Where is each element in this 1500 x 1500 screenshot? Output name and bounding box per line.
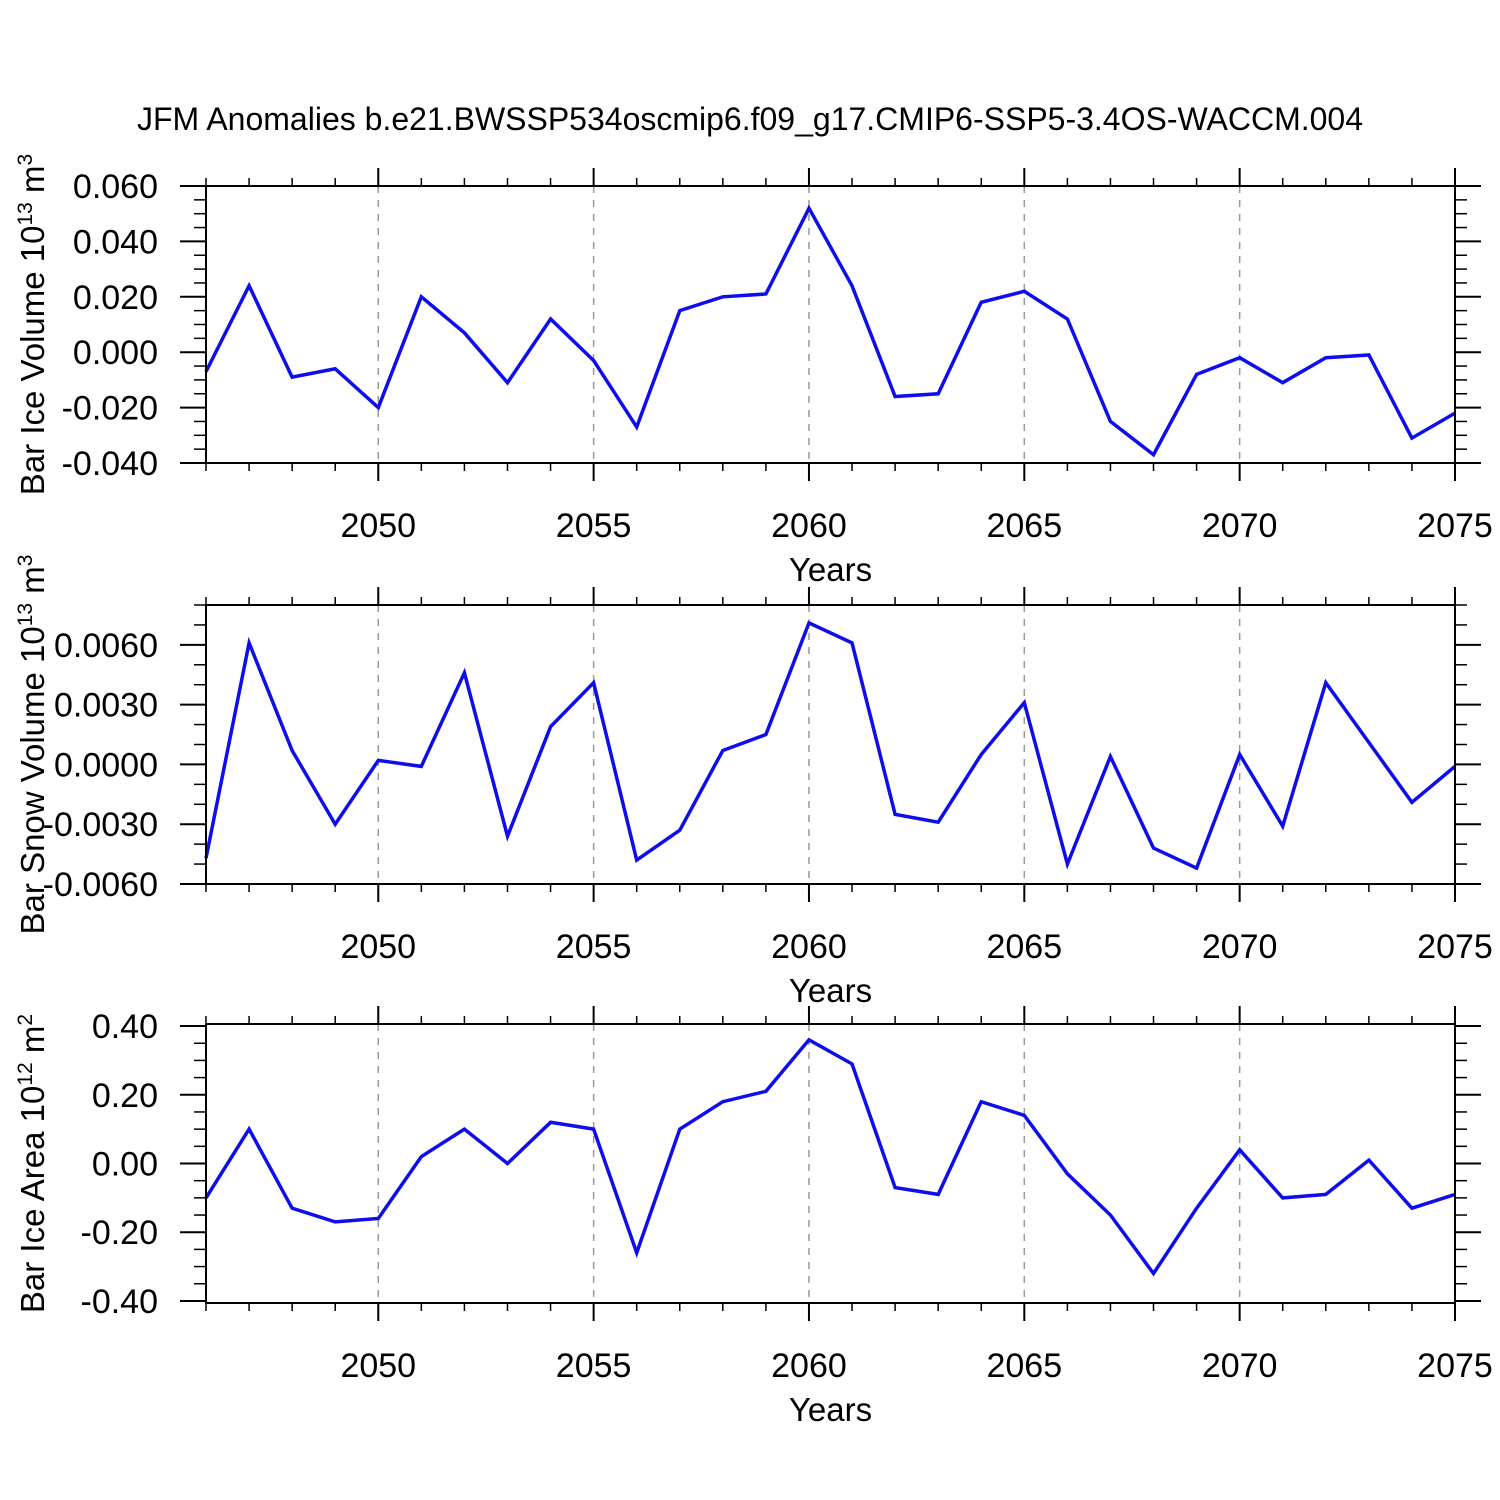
y-tick-label: 0.20 [92, 1077, 158, 1115]
y-tick-label: 0.000 [73, 334, 158, 372]
x-tick-label: 2065 [986, 1347, 1062, 1385]
y-axis-label-bar-ice-volume: Bar Ice Volume 1013 m3 [14, 154, 51, 495]
x-tick-label: 2060 [771, 1347, 847, 1385]
y-tick-label: -0.0060 [43, 866, 158, 904]
x-tick-label: 2060 [771, 507, 847, 545]
panel-bar-ice-area: 2050 2055 2060 2065 2070 2075 -0.40 -0.20 0.00 0.… [14, 1006, 1493, 1428]
panel-bar-ice-volume: 2050 2055 2060 2065 2070 2075 -0.040 -0.020 0.00… [14, 154, 1493, 588]
y-tick-label: 0.40 [92, 1008, 158, 1046]
y-axis-label-bar-snow-volume: Bar Snow Volume 1013 m3 [14, 555, 51, 935]
y-tick-label: 0.040 [73, 223, 158, 261]
plot-frame [205, 1023, 1456, 1304]
plot-frame [205, 185, 1456, 464]
x-tick-label: 2055 [556, 1347, 632, 1385]
series-line-bar-ice-area [204, 1037, 1456, 1277]
y-tick-label: 0.060 [73, 168, 158, 206]
panel-bar-snow-volume: 2050 2055 2060 2065 2070 2075 -0.0060 -0.0030 0.… [14, 555, 1493, 1009]
x-tick-label: 2050 [340, 928, 416, 966]
series-line-bar-ice-volume [204, 204, 1456, 458]
x-tick-label: 2075 [1417, 1347, 1493, 1385]
x-tick-label: 2055 [556, 928, 632, 966]
x-tick-label: 2055 [556, 507, 632, 545]
x-tick-label: 2070 [1202, 1347, 1278, 1385]
y-tick-label: 0.00 [92, 1146, 158, 1184]
y-tick-label: 0.0000 [54, 746, 158, 784]
y-tick-label: 0.020 [73, 279, 158, 317]
y-tick-label: -0.0030 [43, 806, 158, 844]
x-tick-label: 2075 [1417, 928, 1493, 966]
x-tick-label: 2050 [340, 507, 416, 545]
x-axis-label-bar-ice-area: Years [789, 1391, 872, 1428]
y-tick-label: 0.0060 [54, 627, 158, 665]
x-axis-label-bar-ice-volume: Years [789, 551, 872, 588]
x-tick-label: 2065 [986, 928, 1062, 966]
y-tick-label: -0.020 [62, 390, 158, 428]
x-tick-label: 2060 [771, 928, 847, 966]
y-tick-label: -0.040 [62, 445, 158, 483]
y-tick-label: -0.40 [81, 1283, 159, 1321]
x-tick-label: 2075 [1417, 507, 1493, 545]
y-tick-label: -0.20 [81, 1214, 159, 1252]
x-tick-label: 2050 [340, 1347, 416, 1385]
y-axis-label-bar-ice-area: Bar Ice Area 1012 m2 [14, 1014, 51, 1313]
series-line-bar-snow-volume [204, 620, 1457, 871]
plot-frame [205, 604, 1456, 885]
y-tick-label: 0.0030 [54, 687, 158, 725]
x-tick-label: 2070 [1202, 928, 1278, 966]
x-tick-label: 2070 [1202, 507, 1278, 545]
x-tick-label: 2065 [986, 507, 1062, 545]
x-axis-label-bar-snow-volume: Years [789, 972, 872, 1009]
page-title: JFM Anomalies b.e21.BWSSP534oscmip6.f09_… [137, 101, 1363, 137]
